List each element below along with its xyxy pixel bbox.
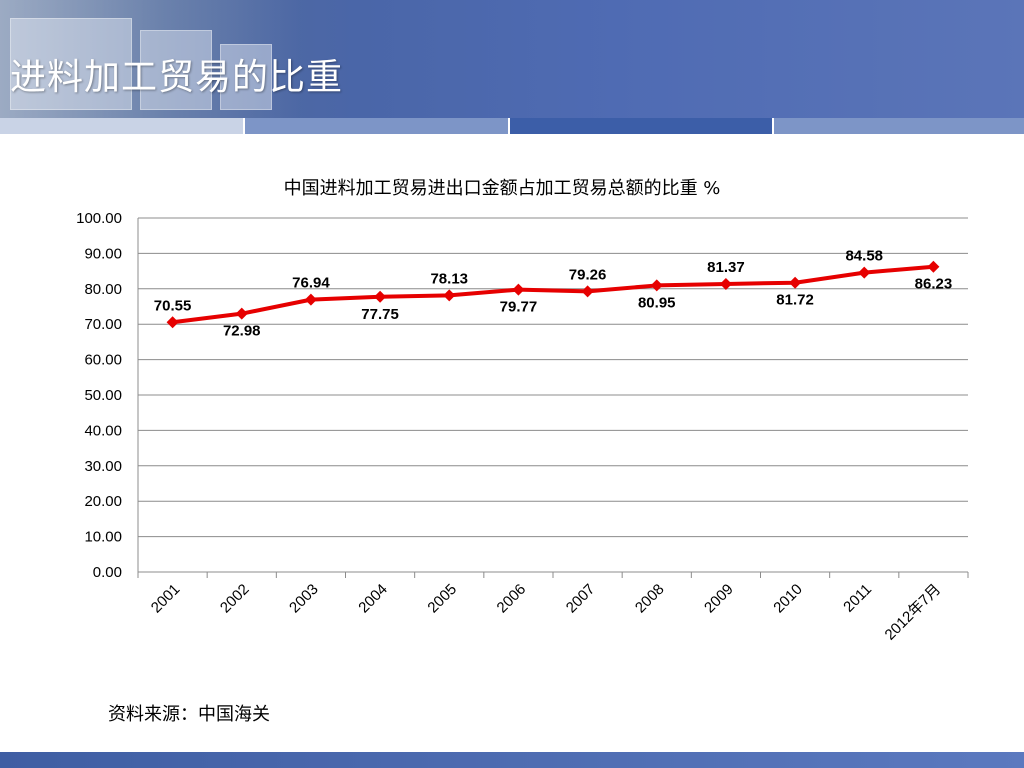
data-label: 77.75 [361,306,399,323]
data-label: 79.26 [569,266,607,283]
header-band-2 [245,118,508,134]
data-source-note: 资料来源：中国海关 [108,704,270,725]
y-tick-label: 0.00 [93,564,122,581]
y-tick-label: 30.00 [84,458,122,475]
data-label: 86.23 [915,276,953,293]
y-tick-label: 70.00 [84,316,122,333]
header-banner: 进料加工贸易的比重 [0,0,1024,118]
campus-building-image [0,0,300,118]
x-tick-label: 2001 [148,581,184,617]
y-tick-label: 80.00 [84,281,122,298]
data-point-marker [374,290,387,303]
x-tick-label: 2002 [217,581,253,617]
line-chart: 0.00 10.00 20.00 30.00 40.00 50.00 60.00 70.00 8… [76,210,969,644]
header-band-3 [510,118,772,134]
x-tick-label: 2011 [840,581,875,616]
data-point-marker [304,293,317,306]
data-point-marker [719,277,732,290]
x-tick-label: 2007 [563,581,599,617]
data-point-marker [443,289,456,302]
x-tick-label: 2010 [770,581,806,617]
data-label: 72.98 [223,323,261,340]
y-tick-label: 50.00 [84,387,122,404]
data-point-marker [512,283,525,296]
x-tick-label: 2004 [355,581,391,617]
data-point-marker [858,266,871,279]
data-label: 80.95 [638,294,676,311]
y-tick-label: 100.00 [76,210,122,227]
series-line [170,264,936,325]
x-tick-label: 2009 [701,581,737,617]
y-tick-label: 10.00 [84,529,122,546]
y-tick-label: 20.00 [84,493,122,510]
footer-bar [0,752,1024,768]
header-band-4 [774,118,1024,134]
chart-title: 中国进料加工贸易进出口金额占加工贸易总额的比重 % [283,178,721,199]
header-band-1 [0,118,243,134]
data-label: 70.55 [154,297,192,314]
data-label: 81.37 [707,259,745,276]
y-tick-label: 60.00 [84,352,122,369]
x-tick-label: 2005 [424,581,460,617]
x-tick-label: 2003 [286,581,322,617]
data-label: 78.13 [430,270,468,287]
data-label: 84.58 [845,248,883,265]
data-point-marker [927,260,940,273]
data-point-marker [581,285,594,298]
data-point-marker [235,307,248,320]
x-tick-label: 2008 [632,581,668,617]
y-tick-label: 90.00 [84,245,122,262]
data-point-marker [789,276,802,289]
data-point-marker [166,316,179,329]
data-label: 76.94 [292,275,330,292]
x-tick-label: 2012年7月 [882,581,945,644]
data-label: 79.77 [500,299,538,316]
data-label: 81.72 [776,292,814,309]
x-tick-label: 2006 [494,581,530,617]
data-point-marker [650,279,663,292]
y-tick-label: 40.00 [84,422,122,439]
slide-title: 进料加工贸易的比重 [10,57,344,98]
